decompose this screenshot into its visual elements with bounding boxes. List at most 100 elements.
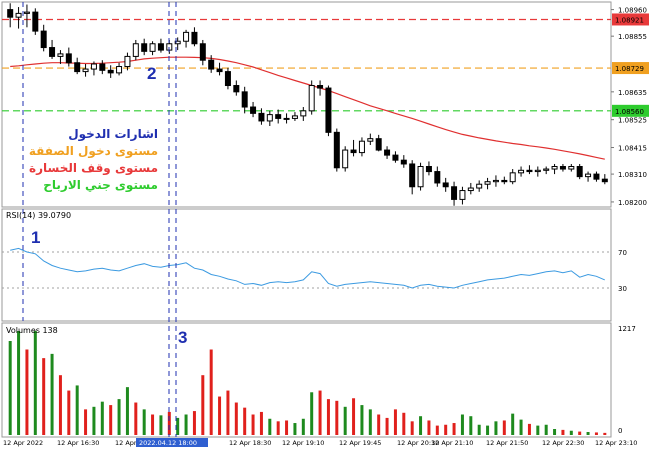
candle-body bbox=[576, 166, 583, 178]
legend-take-profit-level: مستوى جني الارباح bbox=[43, 178, 158, 192]
candle bbox=[308, 80, 315, 115]
candle-body bbox=[392, 154, 399, 161]
candle-body bbox=[124, 55, 131, 68]
candle bbox=[384, 146, 391, 159]
candle-body bbox=[99, 63, 106, 71]
candle bbox=[442, 177, 449, 192]
candle bbox=[467, 182, 474, 195]
candle bbox=[149, 41, 156, 56]
time-label: 12 Apr 19:10 bbox=[282, 439, 324, 447]
candle bbox=[375, 134, 382, 152]
volume-label: Volumes 138 bbox=[6, 326, 58, 335]
time-label: 12 Apr 23:10 bbox=[595, 439, 637, 447]
pane-frame bbox=[1, 208, 612, 322]
candle-body bbox=[551, 166, 558, 170]
candle-body bbox=[250, 106, 257, 114]
candle bbox=[49, 39, 56, 59]
candle-body bbox=[434, 171, 441, 184]
candle bbox=[367, 133, 374, 145]
candle bbox=[543, 166, 550, 175]
candle-body bbox=[559, 166, 566, 170]
candle bbox=[191, 27, 198, 47]
candle-body bbox=[23, 11, 30, 14]
candle-body bbox=[367, 138, 374, 142]
candle-body bbox=[224, 71, 231, 87]
time-label: 12 Apr 21:50 bbox=[486, 439, 528, 447]
candle-body bbox=[476, 183, 483, 189]
candle bbox=[174, 37, 181, 51]
candle bbox=[216, 62, 223, 76]
time-label: 12 Apr 21:10 bbox=[431, 439, 473, 447]
candle-body bbox=[585, 173, 592, 178]
candle bbox=[241, 86, 248, 114]
candle bbox=[208, 55, 215, 73]
candle bbox=[559, 163, 566, 172]
candle bbox=[325, 85, 332, 137]
candle-body bbox=[543, 168, 550, 171]
candle-body bbox=[191, 31, 198, 45]
candle-body bbox=[534, 169, 541, 173]
candle bbox=[224, 67, 231, 90]
candle bbox=[350, 139, 357, 157]
candle-body bbox=[199, 43, 206, 61]
candle-body bbox=[601, 178, 608, 183]
candle bbox=[317, 80, 324, 96]
take-profit-badge-label: 1.08560 bbox=[615, 108, 644, 116]
candle bbox=[266, 110, 273, 127]
candle-body bbox=[325, 87, 332, 133]
moving-average-line bbox=[10, 56, 605, 160]
candle bbox=[358, 137, 365, 157]
candle-body bbox=[107, 69, 114, 74]
candle-body bbox=[384, 149, 391, 156]
candle bbox=[492, 175, 499, 187]
candle bbox=[57, 50, 64, 65]
candle bbox=[417, 162, 424, 191]
stop-loss-badge bbox=[612, 13, 649, 26]
candle bbox=[141, 38, 148, 56]
pane-frame bbox=[1, 1, 612, 208]
candle-body bbox=[333, 131, 340, 169]
candle bbox=[551, 163, 558, 175]
candle bbox=[23, 4, 30, 28]
candle-body bbox=[49, 47, 56, 57]
candle bbox=[40, 24, 47, 52]
candle bbox=[124, 52, 131, 71]
candle-body bbox=[174, 40, 181, 45]
candle-body bbox=[15, 12, 22, 18]
rsi-line bbox=[10, 247, 605, 289]
candle bbox=[342, 146, 349, 172]
time-label: 12 Apr 19:45 bbox=[339, 439, 381, 447]
candle bbox=[107, 65, 114, 78]
candle bbox=[476, 180, 483, 192]
candle-body bbox=[409, 163, 416, 188]
legend-stop-loss-level: مستوى وقف الخسارة bbox=[29, 161, 158, 175]
candle bbox=[283, 113, 290, 124]
candle bbox=[434, 166, 441, 187]
candle-body bbox=[266, 114, 273, 122]
candle-body bbox=[183, 31, 190, 42]
candle-body bbox=[300, 110, 307, 117]
time-highlight-badge bbox=[136, 438, 208, 447]
candle-body bbox=[467, 187, 474, 192]
candle bbox=[15, 7, 22, 29]
take-profit-badge bbox=[612, 104, 649, 117]
candle bbox=[425, 161, 432, 176]
candle bbox=[291, 112, 298, 121]
candle-body bbox=[283, 117, 290, 120]
candle bbox=[82, 64, 89, 77]
entry-badge bbox=[612, 62, 649, 75]
rsi-tick-label: 30 bbox=[618, 285, 627, 293]
candle-body bbox=[32, 11, 39, 32]
candle-body bbox=[526, 169, 533, 173]
time-label: 12 Apr 18:30 bbox=[229, 439, 271, 447]
candle bbox=[568, 163, 575, 172]
candle bbox=[459, 186, 466, 205]
volume-tick-label: 1217 bbox=[618, 325, 636, 333]
candle bbox=[400, 155, 407, 168]
candle bbox=[157, 38, 164, 53]
candle-body bbox=[484, 181, 491, 185]
candle-body bbox=[291, 115, 298, 119]
candle bbox=[199, 39, 206, 66]
